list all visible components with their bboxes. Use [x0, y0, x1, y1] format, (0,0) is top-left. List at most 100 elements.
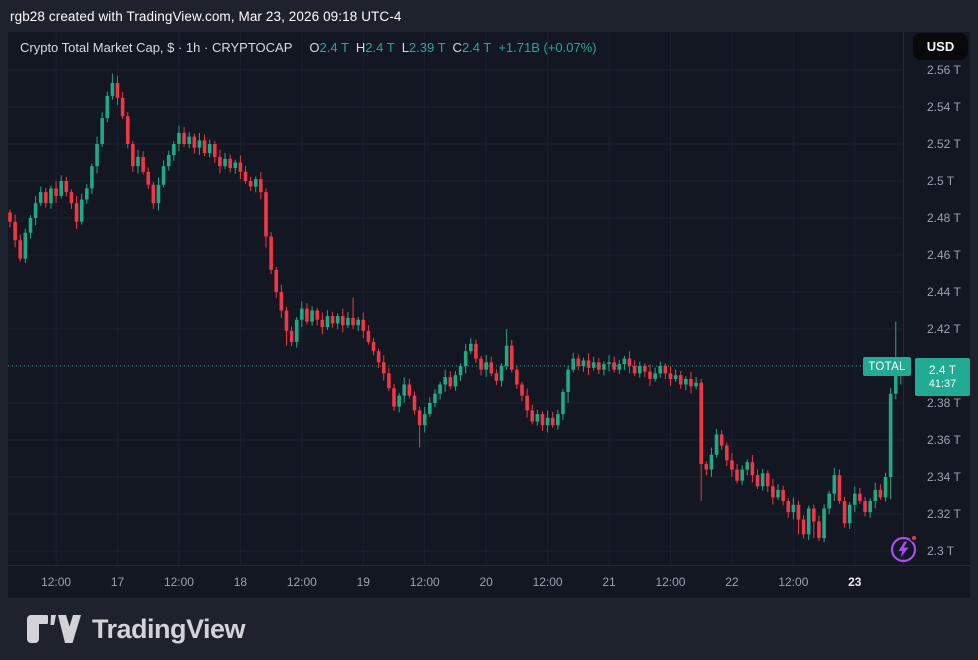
footer-bar: TradingView — [0, 598, 978, 660]
candle — [591, 356, 596, 371]
change-value: +1.71B (+0.07%) — [498, 40, 597, 55]
candle — [586, 353, 591, 376]
flash-icon[interactable] — [890, 534, 918, 563]
candle — [796, 501, 801, 535]
candle — [376, 348, 381, 369]
candle — [120, 92, 125, 120]
candle — [85, 184, 89, 204]
price-axis[interactable]: 2.56 T 2.54 T 2.52 T 2.5 T 2.48 T 2.46 T 2.44 … — [903, 32, 970, 565]
time-tick-label: 12:00 — [286, 575, 317, 589]
candle — [202, 134, 207, 157]
candle — [69, 189, 74, 209]
candle — [110, 73, 115, 100]
currency-button[interactable]: USD — [913, 33, 968, 60]
candle — [79, 193, 84, 225]
candle — [858, 487, 862, 504]
candle — [781, 485, 785, 506]
candle — [684, 376, 688, 391]
candle — [878, 484, 883, 501]
low-value: 2.39 T — [408, 40, 446, 55]
tradingview-logo-icon[interactable] — [26, 614, 82, 644]
candle — [817, 515, 821, 541]
candle — [771, 479, 775, 505]
candle — [289, 326, 294, 347]
price-tick-label: 2.5 T — [927, 174, 955, 188]
candle — [853, 486, 857, 512]
candle — [699, 378, 703, 502]
candle — [689, 371, 693, 394]
candle — [218, 149, 222, 174]
candle — [730, 453, 734, 477]
candle — [74, 195, 79, 229]
tradingview-wordmark[interactable]: TradingView — [92, 613, 246, 644]
candle — [131, 141, 135, 172]
candlestick-plot[interactable] — [8, 32, 902, 565]
candle — [571, 352, 575, 373]
candle — [125, 111, 130, 149]
candle — [863, 496, 867, 517]
price-axis-separator — [903, 32, 904, 565]
candle — [166, 150, 171, 171]
candle — [868, 498, 872, 518]
candle — [141, 151, 145, 175]
candle — [504, 329, 509, 370]
candle — [54, 181, 58, 204]
candle — [750, 454, 755, 483]
time-tick-label: 23 — [848, 575, 862, 589]
candle — [294, 316, 299, 348]
candle — [704, 461, 709, 476]
candle — [489, 356, 494, 377]
candle — [653, 367, 657, 382]
candle — [448, 371, 453, 390]
candle — [28, 215, 33, 239]
candle — [197, 133, 202, 155]
candle — [269, 232, 273, 275]
candle — [479, 355, 483, 376]
candle — [745, 459, 750, 476]
time-axis[interactable]: 12:00 17 12:00 18 12:00 19 12:00 20 12:00 21 12:00… — [8, 565, 970, 598]
candle — [90, 163, 94, 195]
candle — [443, 369, 447, 392]
candle — [177, 125, 181, 152]
candle — [356, 316, 360, 332]
bar-countdown: 41:37 — [928, 377, 957, 390]
candle — [172, 141, 176, 161]
candle — [776, 484, 780, 501]
candle — [8, 209, 12, 228]
candle — [566, 366, 570, 403]
candle — [827, 490, 831, 515]
candle — [13, 214, 17, 248]
candles — [8, 73, 902, 543]
candle — [422, 406, 427, 433]
price-tick-label: 2.36 T — [927, 433, 961, 447]
candle — [161, 160, 166, 188]
candle — [233, 159, 238, 174]
candle — [315, 307, 319, 326]
candle — [310, 306, 314, 326]
grid-lines — [8, 32, 902, 565]
candle — [279, 284, 284, 318]
candle — [663, 363, 668, 380]
candle — [607, 355, 611, 372]
candle — [581, 357, 586, 372]
candle — [417, 406, 422, 448]
last-price-label: 2.4 T 41:37 — [915, 358, 970, 396]
chart-panel: Crypto Total Market Cap, $ · 1h · CRYPTO… — [8, 32, 970, 598]
candle — [888, 388, 893, 500]
candle — [105, 91, 110, 123]
candle — [494, 369, 499, 386]
time-tick-label: 12:00 — [778, 575, 809, 589]
candle — [530, 404, 535, 425]
lightning-bolt-icon — [890, 536, 917, 563]
chart-legend[interactable]: Crypto Total Market Cap, $ · 1h · CRYPTO… — [20, 40, 597, 55]
candle — [381, 355, 386, 381]
candle — [18, 234, 23, 262]
candle — [223, 153, 227, 169]
candle — [428, 397, 432, 417]
candle — [259, 171, 263, 200]
candle — [146, 167, 151, 189]
candle — [325, 310, 330, 330]
candle — [484, 355, 488, 377]
attribution-bar: rgb28 created with TradingView.com, Mar … — [0, 0, 978, 32]
